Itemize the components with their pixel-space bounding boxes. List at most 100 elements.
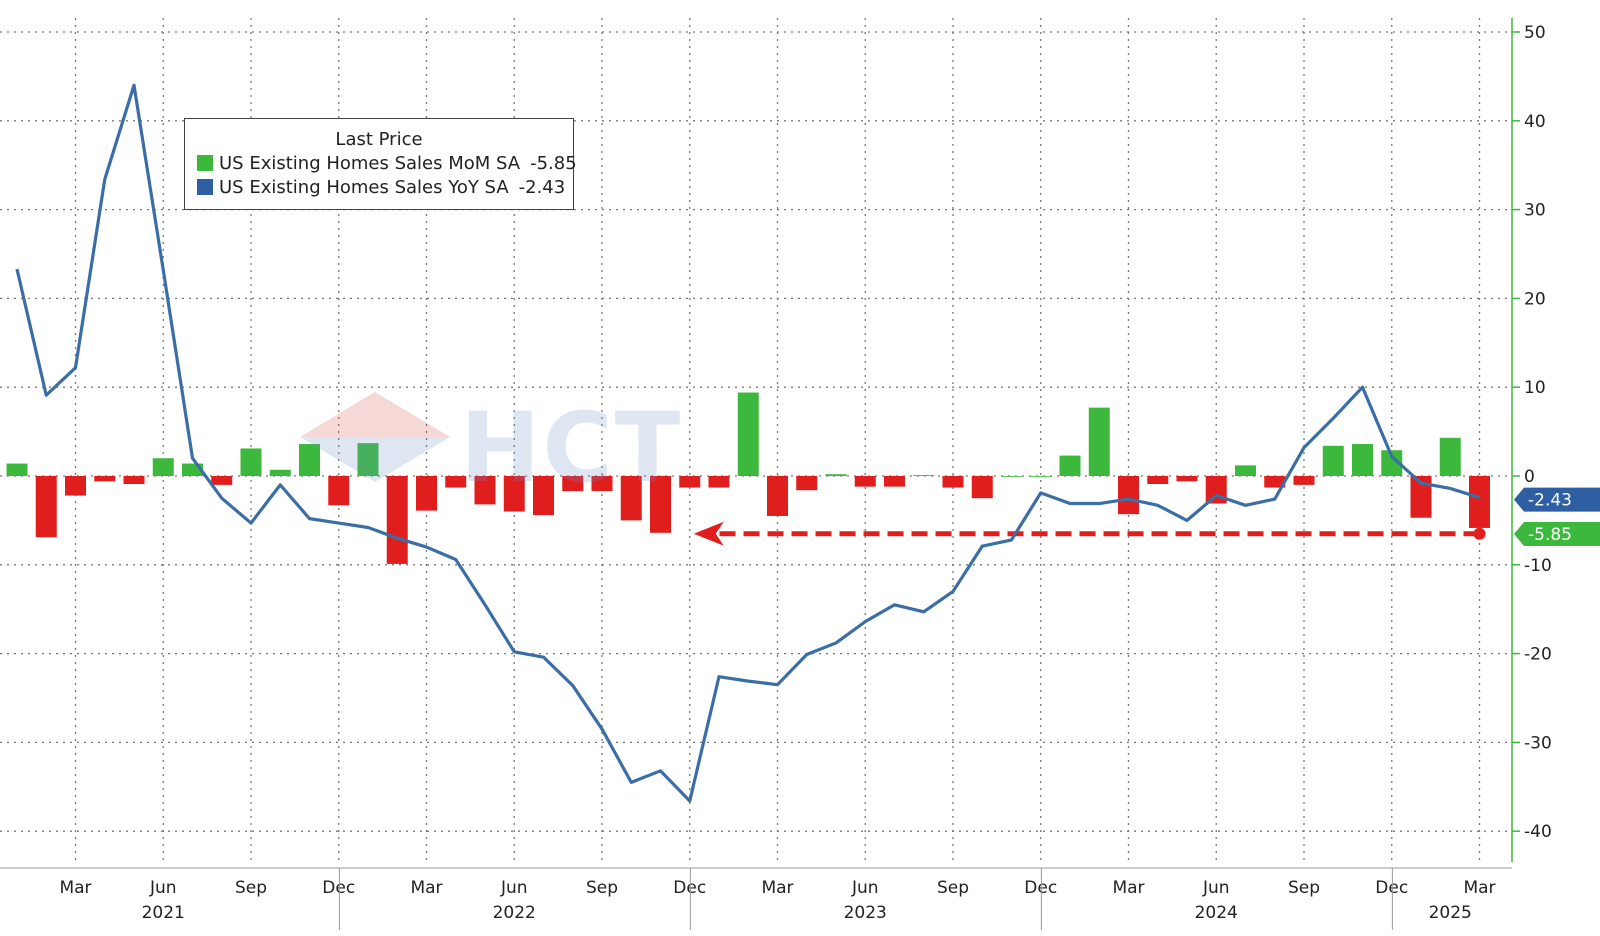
bar-mom bbox=[474, 476, 496, 505]
bar-mom bbox=[796, 476, 818, 491]
x-month-label: Jun bbox=[149, 878, 177, 898]
bar-mom bbox=[1235, 465, 1256, 476]
bar-mom bbox=[211, 476, 233, 485]
bar-mom bbox=[445, 476, 467, 488]
x-month-label: Mar bbox=[1463, 878, 1495, 898]
x-year-label: 2021 bbox=[142, 903, 185, 923]
x-month-label: Jun bbox=[851, 878, 879, 898]
bar-mom bbox=[1352, 444, 1373, 476]
bar-mom bbox=[269, 469, 291, 476]
legend-value-mom: -5.85 bbox=[530, 152, 577, 174]
bar-mom bbox=[884, 476, 905, 487]
bar-mom bbox=[1381, 450, 1403, 476]
bar-mom bbox=[737, 392, 759, 476]
legend-title: Last Price bbox=[335, 129, 423, 150]
x-month-label: Jun bbox=[500, 878, 528, 898]
legend-item-yoy: US Existing Homes Sales YoY SA -2.43 bbox=[185, 175, 573, 199]
bar-mom bbox=[1147, 476, 1169, 484]
x-year-label: 2022 bbox=[493, 903, 536, 923]
x-month-label: Sep bbox=[586, 878, 618, 898]
y-tick-label: 30 bbox=[1524, 201, 1546, 221]
bar-mom bbox=[299, 444, 320, 476]
yoy-line bbox=[15, 83, 1480, 803]
mom-bars bbox=[6, 392, 1490, 564]
x-year-label: 2024 bbox=[1195, 903, 1238, 923]
y-tick-label: -30 bbox=[1524, 733, 1552, 753]
bar-mom bbox=[591, 476, 613, 492]
value-tags: -2.43 -5.85 bbox=[1514, 487, 1600, 546]
bar-mom bbox=[1322, 445, 1344, 476]
arrow-head-icon bbox=[693, 521, 724, 546]
bar-mom bbox=[1030, 476, 1052, 477]
x-month-label: Dec bbox=[1375, 878, 1408, 898]
bar-mom bbox=[1439, 437, 1461, 476]
tag-mom-bg bbox=[1514, 521, 1600, 546]
y-tick-label: 0 bbox=[1524, 467, 1535, 487]
x-year-label: 2025 bbox=[1429, 903, 1472, 923]
bar-mom bbox=[562, 476, 584, 492]
tag-mom-label: -5.85 bbox=[1528, 525, 1572, 545]
x-month-label: Sep bbox=[1288, 878, 1320, 898]
bar-mom bbox=[94, 476, 116, 482]
reference-arrow bbox=[693, 521, 1486, 546]
legend-swatch-yoy bbox=[197, 179, 213, 195]
bar-mom bbox=[942, 476, 964, 488]
x-axis: Mar Jun Sep Dec Mar Jun Sep Dec Mar Jun Sep Dec Mar J… bbox=[0, 867, 1512, 930]
x-month-label: Mar bbox=[410, 878, 442, 898]
x-month-label: Jun bbox=[1202, 878, 1230, 898]
y-tick-label: -20 bbox=[1524, 645, 1552, 665]
bar-mom bbox=[913, 475, 935, 476]
bar-mom bbox=[1410, 476, 1432, 518]
y-tick-label: 50 bbox=[1524, 23, 1546, 43]
bar-mom bbox=[1001, 476, 1022, 477]
legend-label-mom: US Existing Homes Sales MoM SA bbox=[219, 152, 521, 174]
bar-mom bbox=[240, 448, 262, 476]
y-tick-label: 10 bbox=[1524, 378, 1546, 398]
x-month-label: Mar bbox=[1112, 878, 1144, 898]
x-year-label: 2023 bbox=[844, 903, 887, 923]
y-tick-label: 40 bbox=[1524, 112, 1546, 132]
legend-swatch-mom bbox=[197, 155, 213, 171]
bar-mom bbox=[650, 476, 671, 533]
x-month-label: Sep bbox=[235, 878, 267, 898]
x-month-label: Dec bbox=[673, 878, 706, 898]
bar-mom bbox=[679, 476, 701, 488]
bar-mom bbox=[708, 476, 730, 488]
legend-item-mom: US Existing Homes Sales MoM SA -5.85 bbox=[185, 151, 577, 175]
arrow-origin-dot bbox=[1473, 527, 1486, 540]
tag-yoy-label: -2.43 bbox=[1528, 491, 1572, 511]
tag-yoy-bg bbox=[1514, 487, 1600, 512]
bar-mom bbox=[620, 476, 642, 521]
y-tick-label: 20 bbox=[1524, 289, 1546, 309]
bar-mom bbox=[767, 476, 788, 516]
legend-label-yoy: US Existing Homes Sales YoY SA bbox=[219, 176, 509, 198]
x-month-label: Mar bbox=[761, 878, 793, 898]
bar-mom bbox=[1118, 476, 1139, 515]
y-axis: 50 40 30 20 10 0 -10 -20 -30 -40 bbox=[1511, 18, 1552, 862]
x-month-label: Sep bbox=[937, 878, 969, 898]
bar-mom bbox=[1469, 476, 1490, 528]
legend: Last Price US Existing Homes Sales MoM S… bbox=[184, 118, 577, 210]
bar-mom bbox=[533, 476, 554, 516]
y-tick-label: -40 bbox=[1524, 822, 1552, 842]
bar-mom bbox=[854, 476, 876, 487]
bar-mom bbox=[503, 476, 525, 512]
x-month-label: Dec bbox=[1024, 878, 1057, 898]
bar-mom bbox=[328, 476, 350, 506]
bar-mom bbox=[123, 476, 145, 484]
bar-mom bbox=[971, 476, 993, 499]
bar-mom bbox=[1293, 476, 1315, 485]
bar-mom bbox=[357, 443, 379, 476]
bar-mom bbox=[6, 463, 28, 476]
bar-mom bbox=[35, 476, 57, 538]
bar-mom bbox=[65, 476, 86, 496]
x-month-label: Mar bbox=[59, 878, 91, 898]
bar-mom bbox=[825, 474, 847, 476]
x-month-label: Dec bbox=[322, 878, 355, 898]
bar-mom bbox=[1264, 476, 1286, 488]
bar-mom bbox=[1176, 476, 1198, 482]
legend-value-yoy: -2.43 bbox=[518, 176, 566, 198]
bar-mom bbox=[386, 476, 408, 564]
y-tick-label: -10 bbox=[1524, 556, 1552, 576]
